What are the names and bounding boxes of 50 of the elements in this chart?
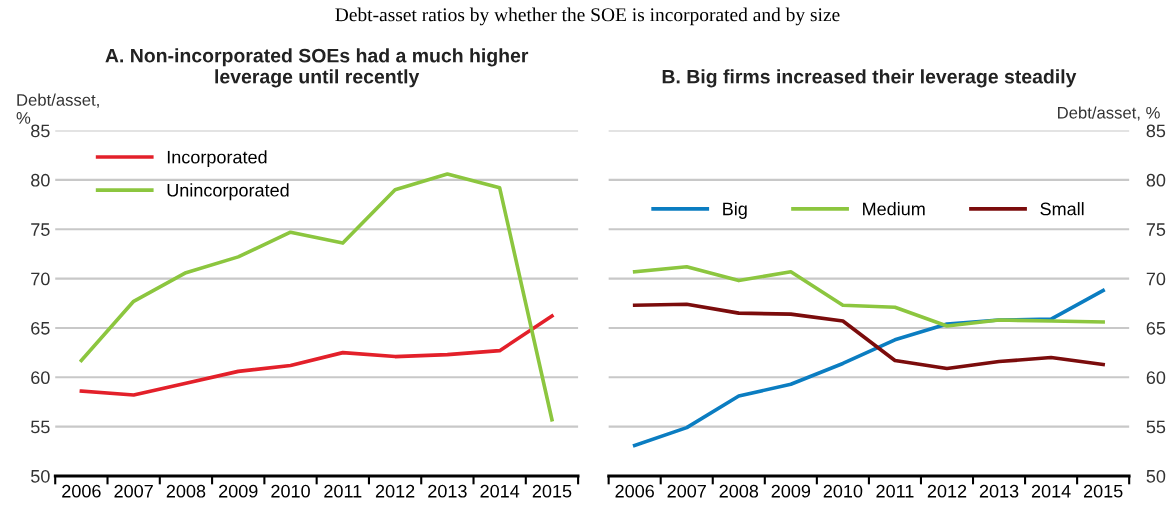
y-tick-label: 65 (31, 321, 50, 335)
y-tick-label: 65 (1146, 321, 1166, 335)
x-tick-label: 2007 (114, 484, 153, 498)
legend-label: Medium (863, 202, 925, 216)
x-tick-label: 2014 (480, 484, 520, 498)
x-tick-label: 2011 (876, 484, 914, 498)
x-tick-label: 2009 (219, 484, 258, 498)
y-tick-label: 75 (1146, 223, 1166, 236)
y-tick-label: 80 (1146, 173, 1166, 187)
legend-label: Incorporated (167, 150, 267, 168)
chart-title: A. Non-incorporated SOEs had a much higher leverage until recently (105, 48, 529, 88)
y-tick-label: 85 (1146, 124, 1166, 138)
y-tick-label: 50 (1146, 469, 1166, 483)
x-tick-label: 2006 (62, 484, 101, 498)
y-tick-label: 70 (1146, 272, 1166, 286)
x-tick-label: 2011 (324, 484, 362, 498)
x-tick-label: 2014 (1031, 484, 1071, 498)
line-series (79, 314, 554, 397)
x-tick-label: 2008 (719, 484, 759, 498)
y-tick-label: 50 (31, 469, 50, 483)
x-tick-label: 2015 (1083, 484, 1123, 498)
x-tick-label: 2013 (979, 484, 1019, 498)
x-tick-label: 2006 (615, 484, 654, 498)
y-tick-label: 70 (31, 272, 50, 286)
x-tick-label: 2007 (667, 484, 706, 498)
y-tick-label: 85 (31, 124, 50, 138)
chart-title: B. Big firms increased their leverage steadily (662, 69, 1077, 88)
line-series (632, 302, 1105, 371)
y-tick-label: 55 (31, 420, 50, 434)
y-tick-label: 60 (1146, 371, 1166, 385)
y-axis-title: Debt/asset, % (1058, 106, 1160, 121)
x-tick-label: 2013 (428, 484, 467, 498)
legend-label: Small (1040, 202, 1084, 216)
y-tick-label: 60 (31, 371, 50, 385)
x-tick-label: 2012 (375, 484, 415, 498)
x-tick-label: 2012 (927, 484, 967, 498)
x-tick-label: 2009 (771, 484, 811, 498)
x-tick-label: 2010 (823, 484, 863, 498)
text: Debt-asset ratios by whether the SOE is incorporated and by size (335, 7, 840, 26)
y-tick-label: 75 (31, 223, 50, 236)
legend-label: Big (723, 202, 747, 219)
x-tick-label: 2010 (271, 484, 310, 498)
y-axis-title: Debt/asset, % (16, 93, 99, 124)
x-tick-label: 2015 (532, 484, 572, 498)
line-series (79, 172, 554, 422)
y-tick-label: 80 (31, 173, 50, 187)
y-tick-label: 55 (1146, 420, 1166, 434)
line-series (632, 264, 1105, 328)
legend-label: Unincorporated (167, 183, 289, 201)
x-tick-label: 2008 (166, 484, 206, 498)
